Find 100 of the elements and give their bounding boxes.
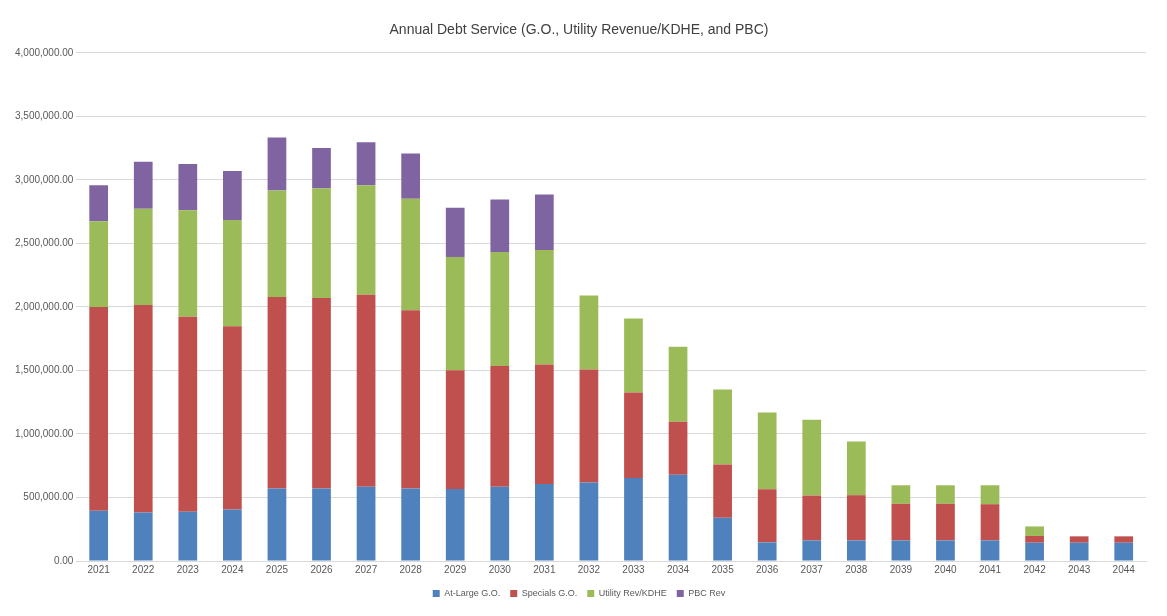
bar	[802, 540, 822, 561]
bar	[178, 316, 198, 512]
y-tick-label: 500,000.00	[23, 491, 74, 503]
bar	[1114, 542, 1134, 561]
bar	[267, 137, 287, 191]
x-tick-label: 2030	[488, 563, 512, 575]
x-tick-label: 2037	[800, 563, 824, 575]
bar	[490, 486, 510, 561]
x-tick-label: 2029	[444, 563, 467, 575]
bar	[713, 464, 732, 518]
x-tick-label: 2024	[221, 563, 244, 575]
bar	[534, 483, 554, 561]
bar	[356, 486, 376, 561]
bar	[534, 194, 554, 251]
bar	[624, 478, 643, 561]
bar	[223, 171, 242, 220]
y-tick-label: 1,000,000.00	[15, 427, 74, 439]
y-tick-label: 1,500,000.00	[15, 364, 74, 376]
x-tick-label: 2032	[577, 563, 601, 575]
bar	[980, 540, 1000, 561]
bar	[757, 412, 777, 490]
y-tick-label: 0.00	[53, 554, 74, 566]
x-tick-label: 2044	[1112, 563, 1136, 575]
y-tick-label: 2,500,000.00	[15, 237, 74, 249]
bar	[401, 153, 420, 199]
bar	[445, 488, 465, 561]
bar	[89, 221, 109, 307]
bar	[668, 421, 688, 475]
bar	[891, 485, 911, 504]
bar	[757, 542, 777, 561]
bar	[579, 295, 599, 370]
bar	[579, 482, 599, 561]
bar	[267, 297, 287, 489]
bar	[713, 389, 732, 465]
bar	[891, 540, 911, 561]
legend-label: Specials G.O.	[521, 587, 578, 598]
bar	[401, 488, 420, 561]
x-tick-label: 2027	[354, 563, 378, 575]
bar	[401, 310, 420, 489]
bar	[133, 305, 153, 513]
bar	[846, 495, 866, 541]
bar	[534, 364, 554, 484]
chart-title: Annual Debt Service (G.O., Utility Revenue/KDHE, and PBC)	[389, 21, 769, 38]
bar	[1025, 542, 1044, 561]
bar	[445, 370, 465, 489]
bar	[980, 504, 1000, 541]
bar	[891, 503, 911, 541]
bar	[624, 318, 643, 393]
bar	[1025, 535, 1044, 543]
bar	[936, 485, 955, 504]
bar	[490, 365, 510, 487]
x-tick-label: 2033	[622, 563, 646, 575]
x-tick-label: 2034	[666, 563, 690, 575]
x-tick-label: 2028	[399, 563, 423, 575]
bar	[1069, 536, 1089, 543]
bar	[445, 256, 465, 371]
bar	[936, 540, 955, 561]
bar	[133, 161, 153, 209]
bar	[223, 220, 242, 327]
x-tick-label: 2026	[310, 563, 334, 575]
bar	[1025, 526, 1044, 536]
bar	[802, 419, 822, 496]
bar	[1069, 542, 1089, 561]
x-tick-label: 2023	[176, 563, 200, 575]
y-tick-label: 2,000,000.00	[15, 300, 74, 312]
bar	[178, 164, 198, 211]
x-tick-label: 2022	[132, 563, 155, 575]
bar	[401, 198, 420, 311]
bar	[89, 510, 109, 561]
bar	[312, 488, 331, 561]
bar	[757, 489, 777, 543]
bar	[267, 488, 287, 561]
y-tick-label: 3,000,000.00	[15, 173, 74, 185]
bar	[267, 190, 287, 298]
x-tick-label: 2021	[87, 563, 111, 575]
bar	[1114, 536, 1134, 543]
bar	[668, 346, 688, 422]
x-tick-label: 2043	[1068, 563, 1091, 575]
bar	[133, 208, 153, 306]
x-tick-label: 2039	[889, 563, 913, 575]
x-tick-label: 2041	[978, 563, 1002, 575]
bar	[312, 147, 331, 189]
x-tick-label: 2025	[265, 563, 289, 575]
legend-label: At-Large G.O.	[444, 587, 501, 598]
bar	[356, 185, 376, 295]
bar	[579, 369, 599, 483]
bar	[534, 250, 554, 365]
x-tick-label: 2042	[1023, 563, 1047, 575]
bar	[802, 495, 822, 541]
bar	[936, 503, 955, 541]
x-tick-label: 2038	[845, 563, 868, 575]
bar	[713, 517, 732, 561]
bar	[133, 512, 153, 561]
x-tick-label: 2040	[934, 563, 958, 575]
bar	[89, 185, 109, 222]
y-tick-label: 4,000,000.00	[15, 46, 74, 58]
bar	[445, 207, 465, 257]
bar	[312, 188, 331, 298]
x-tick-label: 2035	[711, 563, 735, 575]
bar	[356, 294, 376, 487]
